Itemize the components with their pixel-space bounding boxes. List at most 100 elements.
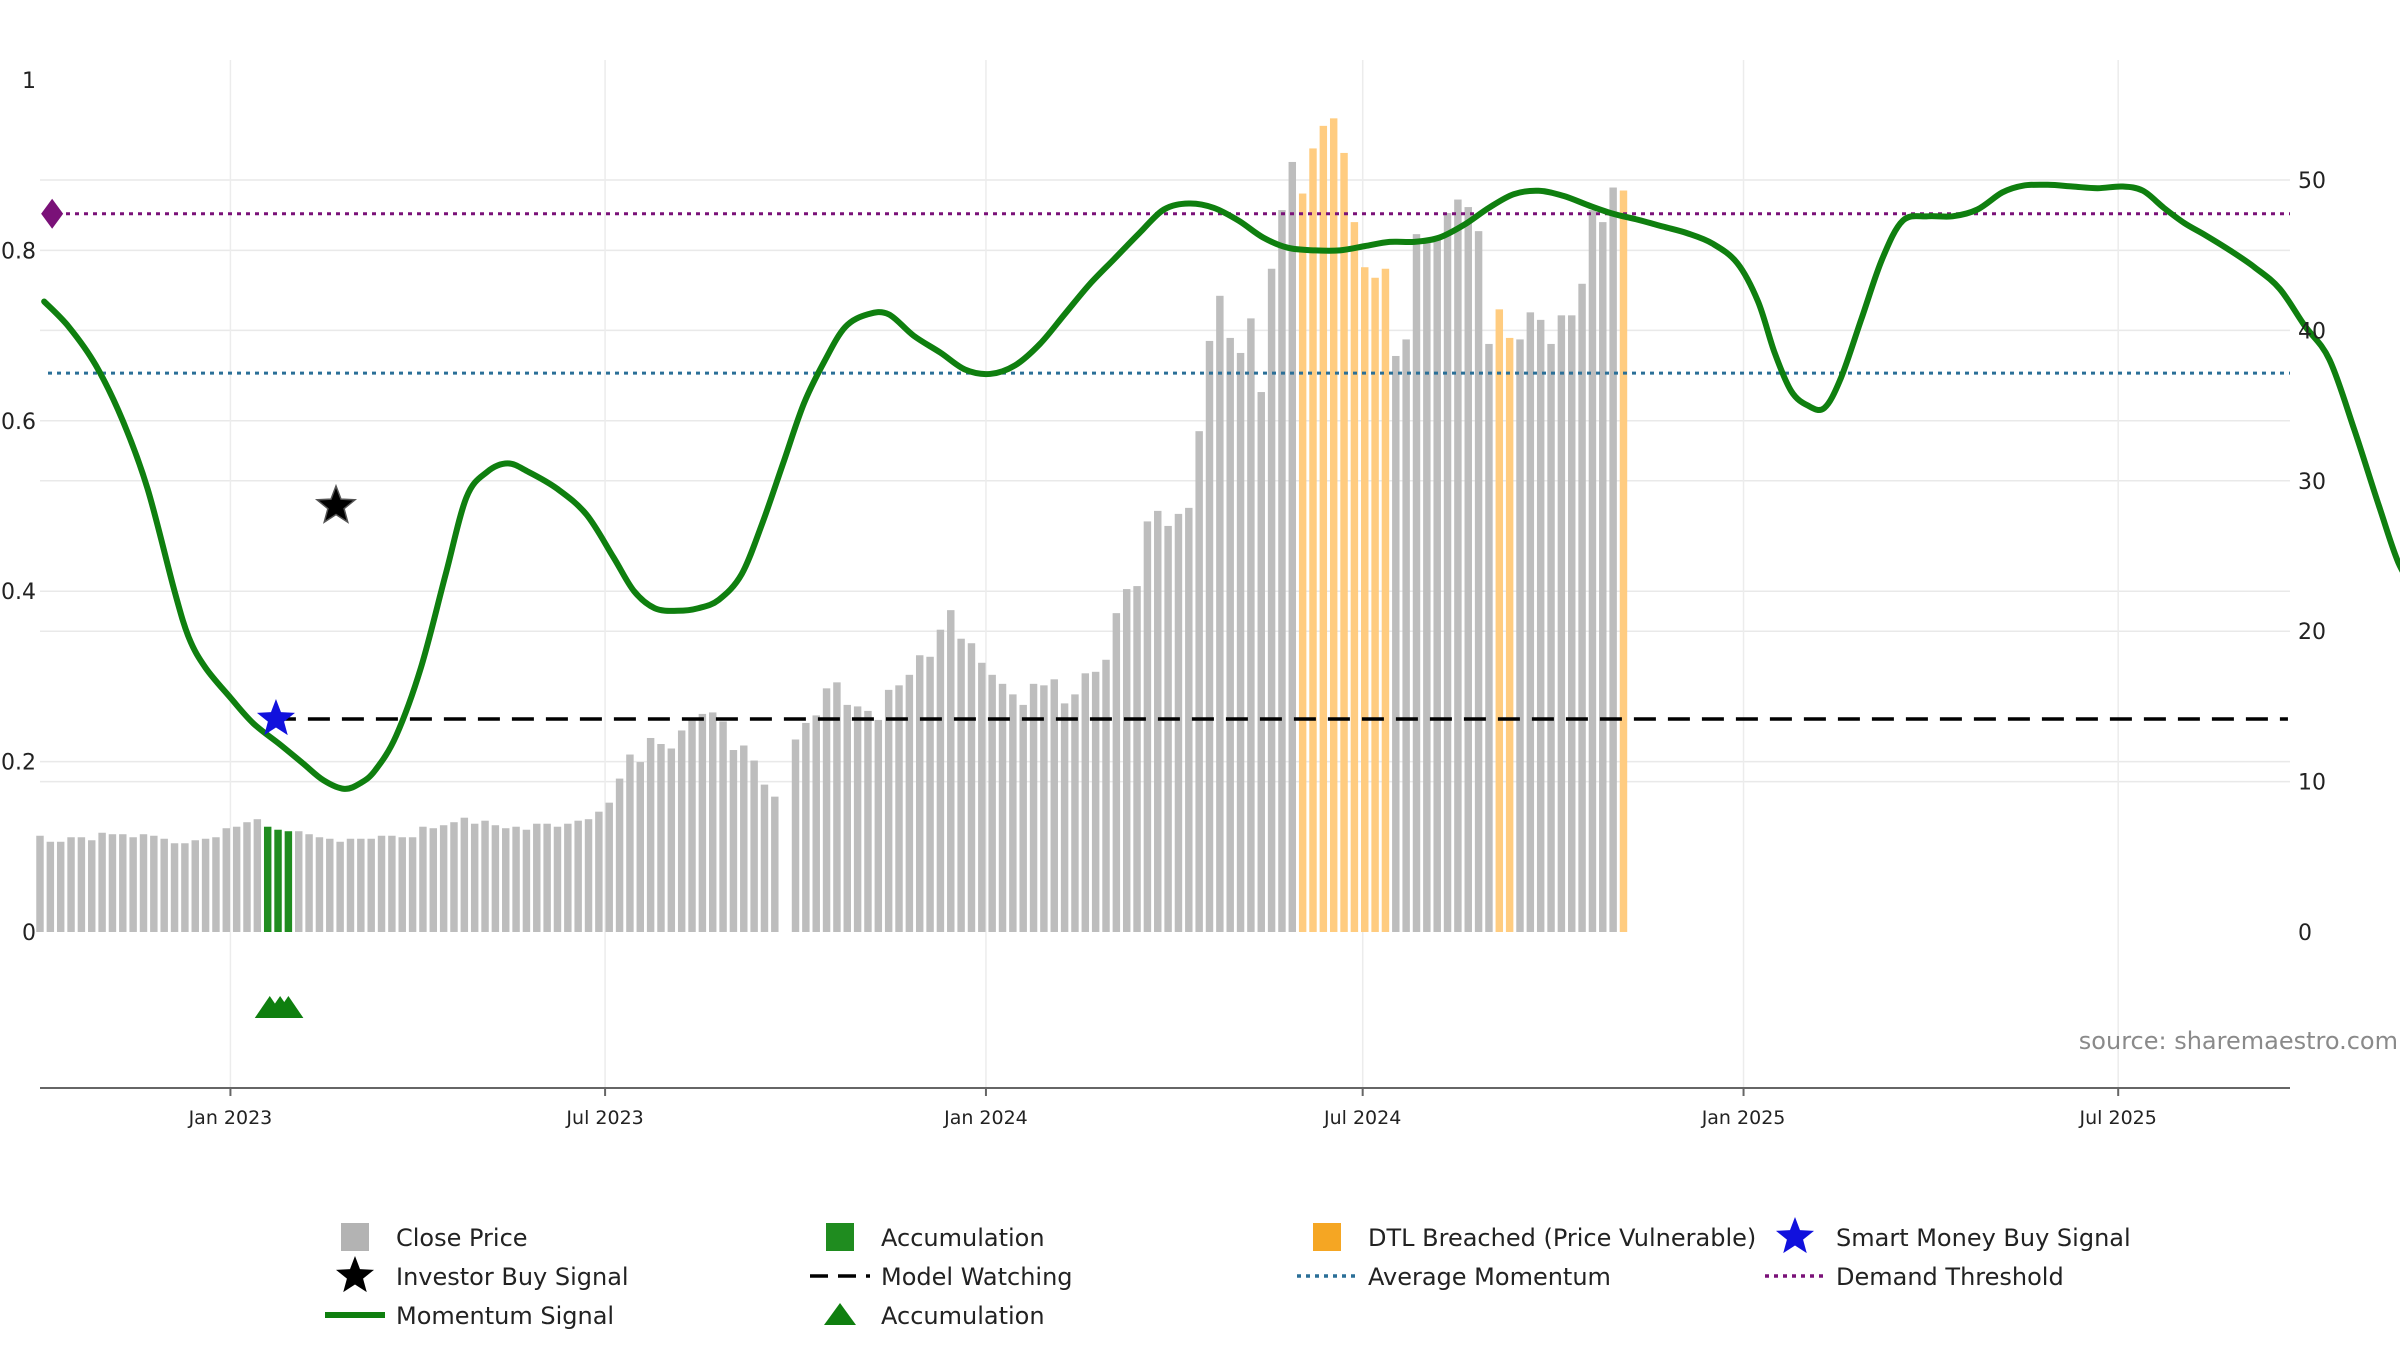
- price-bar-146: [1547, 343, 1555, 932]
- right-tick-label-1: 10: [2298, 771, 2326, 796]
- price-bar-111: [1185, 507, 1193, 932]
- price-bar-45: [502, 828, 510, 932]
- price-bar-38: [429, 828, 438, 932]
- price-bar-86: [926, 656, 934, 932]
- price-bar-118: [1257, 392, 1265, 932]
- price-bar-36: [408, 837, 417, 932]
- price-bar-50: [553, 826, 562, 932]
- legend-item-investor_buy: Investor Buy Signal: [335, 1256, 629, 1293]
- momentum-signal-path: [41, 181, 2400, 792]
- price-bar-144: [1526, 312, 1535, 933]
- legend-label-accumulation_bar: Accumulation: [881, 1224, 1045, 1252]
- right-tick-label-4: 40: [2298, 319, 2326, 344]
- price-bar-97: [1040, 685, 1048, 932]
- price-bar-33: [377, 835, 386, 932]
- price-bar-105: [1122, 589, 1131, 932]
- dtl-breached-bar-129: [1371, 277, 1379, 932]
- price-bar-56: [615, 778, 624, 932]
- x-tick-label-2: Jan 2024: [943, 1107, 1028, 1129]
- left-tick-label-5: 1: [22, 69, 36, 94]
- price-bar-134: [1423, 240, 1431, 932]
- price-bar-37: [419, 826, 427, 932]
- price-bar-88: [947, 610, 955, 932]
- price-bar-34: [388, 835, 396, 932]
- price-bar-108: [1154, 510, 1162, 932]
- dtl-breached-bar-123: [1309, 148, 1317, 933]
- legend-item-demand_threshold: Demand Threshold: [1765, 1263, 2064, 1291]
- price-bar-31: [357, 838, 365, 932]
- price-bar-0: [36, 835, 44, 932]
- price-bar-20: [243, 822, 251, 932]
- price-bar-85: [915, 655, 924, 932]
- price-bar-78: [843, 704, 851, 932]
- dtl-breached-bar-142: [1505, 337, 1514, 932]
- investor-buy-signal-star: [314, 483, 358, 524]
- price-bar-138: [1464, 207, 1472, 932]
- price-bar-59: [646, 737, 655, 932]
- price-bar-10: [139, 834, 148, 932]
- right-tick-label-2: 20: [2298, 620, 2326, 645]
- price-bar-100: [1071, 694, 1079, 932]
- legend-item-dtl: DTL Breached (Price Vulnerable): [1313, 1223, 1756, 1252]
- smart-money-buy-signal-star: [256, 699, 295, 736]
- price-bar-53: [584, 819, 593, 932]
- price-bar-25: [295, 831, 303, 932]
- legend-label-demand_threshold: Demand Threshold: [1836, 1263, 2064, 1291]
- price-bar-11: [150, 835, 158, 932]
- axes: Jan 2023 Jul 2023 Jan 2024 Jul 2024 Jan 2025…: [1, 69, 2326, 1129]
- price-bar-133: [1412, 234, 1421, 932]
- price-bar-6: [98, 832, 106, 932]
- accumulation-bar-24: [284, 831, 293, 932]
- price-bar-101: [1081, 673, 1090, 932]
- price-bar-140: [1485, 343, 1493, 932]
- price-bar-54: [595, 811, 603, 932]
- price-bar-149: [1578, 283, 1586, 932]
- price-bar-148: [1568, 315, 1576, 932]
- legend-triangle-accumulation_triangle: [824, 1303, 856, 1325]
- legend-label-investor_buy: Investor Buy Signal: [396, 1263, 629, 1291]
- price-bar-73: [791, 739, 800, 932]
- price-bar-117: [1247, 318, 1255, 932]
- price-bar-151: [1599, 222, 1607, 933]
- close-price-bars: [36, 118, 1628, 933]
- price-bar-89: [957, 638, 965, 932]
- x-tick-label-3: Jul 2024: [1323, 1107, 1401, 1129]
- left-tick-label-1: 0.2: [1, 751, 36, 776]
- source-label: source: sharemaestro.com: [2079, 1027, 2398, 1055]
- price-bar-98: [1050, 679, 1058, 932]
- legend: Close Price Accumulation DTL Breached (Pri…: [325, 1217, 2131, 1330]
- price-bar-94: [1009, 694, 1017, 932]
- left-tick-label-0: 0: [22, 921, 36, 946]
- price-bar-82: [884, 689, 893, 932]
- price-bar-57: [626, 754, 634, 932]
- price-bar-35: [398, 837, 406, 932]
- accumulation-bar-22: [263, 826, 272, 932]
- price-bar-71: [771, 796, 779, 932]
- price-bar-2: [56, 841, 65, 932]
- x-tick-label-4: Jan 2025: [1701, 1107, 1786, 1129]
- price-bar-7: [108, 834, 117, 932]
- dtl-breached-bar-153: [1619, 190, 1628, 932]
- x-tick-label-5: Jul 2025: [2079, 1107, 2157, 1129]
- price-bar-58: [636, 762, 644, 932]
- price-bar-76: [822, 688, 831, 932]
- legend-label-close_price: Close Price: [396, 1224, 528, 1252]
- price-bar-80: [864, 710, 872, 932]
- price-bar-65: [709, 712, 717, 932]
- price-bar-19: [232, 826, 241, 932]
- price-bar-120: [1278, 210, 1286, 932]
- legend-item-accumulation_triangle: Accumulation: [824, 1302, 1045, 1330]
- price-bar-132: [1402, 339, 1410, 932]
- price-bar-119: [1267, 268, 1276, 932]
- price-bar-74: [802, 722, 810, 932]
- price-bar-75: [812, 715, 820, 932]
- price-bar-113: [1205, 340, 1214, 932]
- legend-swatch-close_price: [341, 1223, 369, 1251]
- legend-item-close_price: Close Price: [341, 1223, 528, 1252]
- price-bar-95: [1019, 704, 1027, 932]
- price-bar-17: [212, 837, 220, 932]
- legend-swatch-dtl: [1313, 1223, 1341, 1251]
- price-bar-9: [129, 837, 137, 932]
- momentum-signal-line: [41, 181, 2400, 792]
